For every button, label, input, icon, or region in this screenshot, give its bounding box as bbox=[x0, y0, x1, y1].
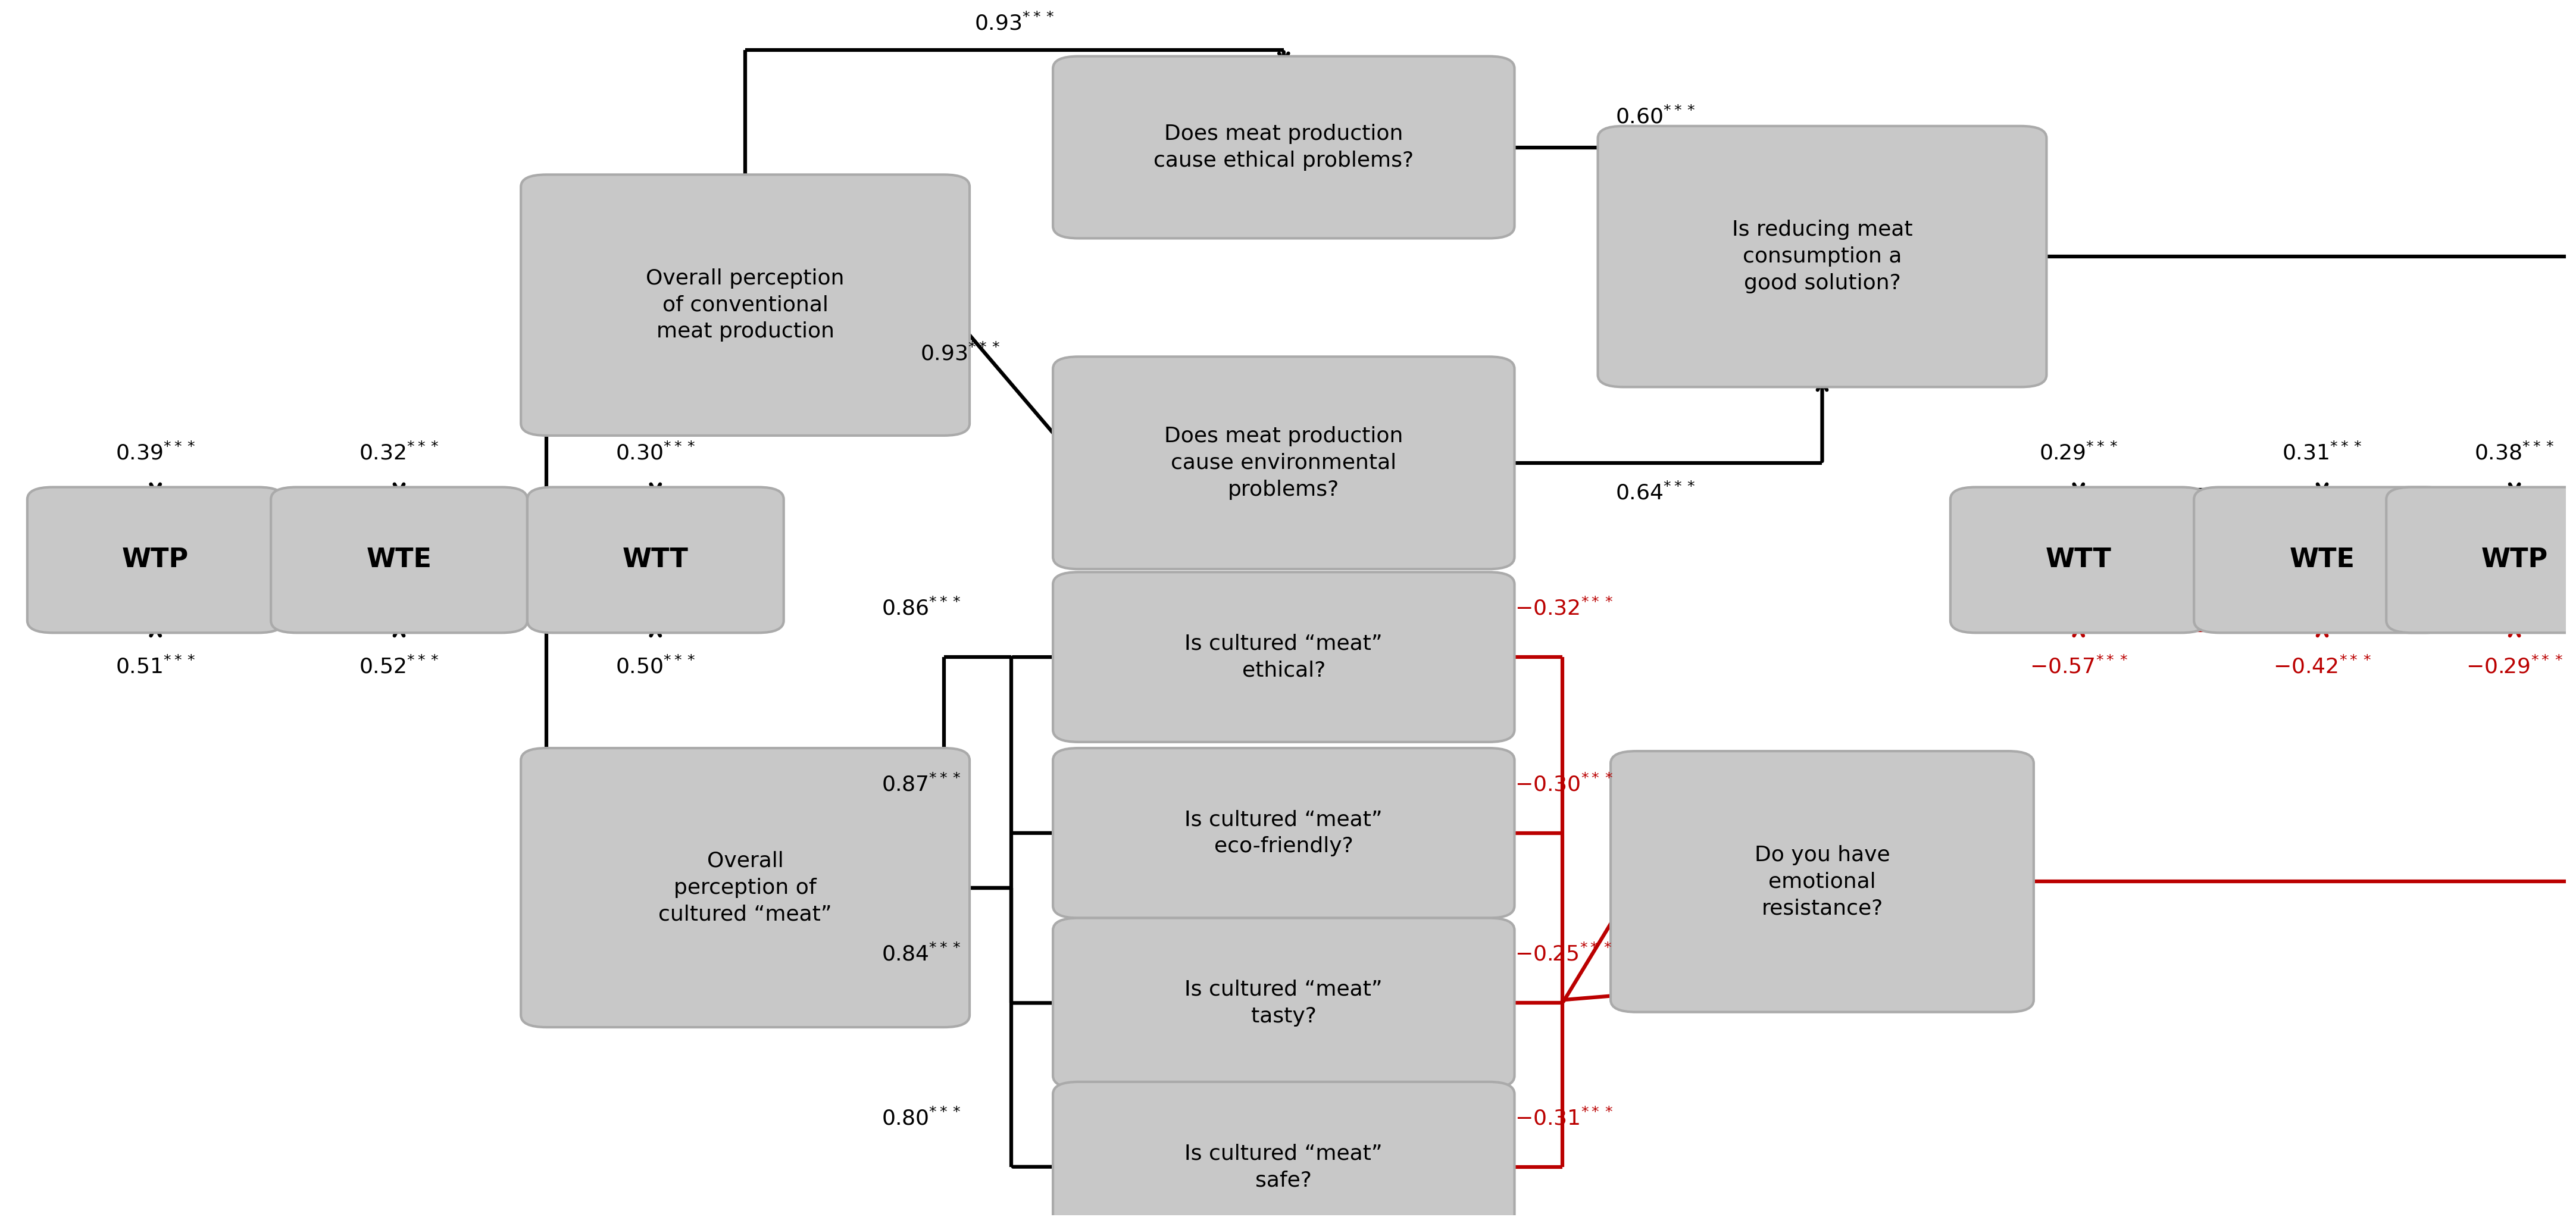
Text: Is cultured “meat”
tasty?: Is cultured “meat” tasty? bbox=[1185, 980, 1383, 1026]
Text: $0.80^{***}$: $0.80^{***}$ bbox=[881, 1107, 961, 1129]
Text: $-0.29^{***}$: $-0.29^{***}$ bbox=[2465, 656, 2563, 678]
Text: WTT: WTT bbox=[2045, 548, 2112, 573]
Text: WTE: WTE bbox=[366, 548, 433, 573]
FancyBboxPatch shape bbox=[520, 748, 969, 1027]
FancyBboxPatch shape bbox=[1054, 918, 1515, 1088]
Text: Is cultured “meat”
eco-friendly?: Is cultured “meat” eco-friendly? bbox=[1185, 809, 1383, 857]
Text: $-0.57^{***}$: $-0.57^{***}$ bbox=[2030, 656, 2128, 678]
Text: Does meat production
cause environmental
problems?: Does meat production cause environmental… bbox=[1164, 426, 1404, 500]
Text: $0.64^{***}$: $0.64^{***}$ bbox=[1615, 482, 1695, 504]
Text: WTP: WTP bbox=[121, 548, 188, 573]
FancyBboxPatch shape bbox=[1054, 572, 1515, 742]
FancyBboxPatch shape bbox=[28, 487, 283, 633]
FancyBboxPatch shape bbox=[2195, 487, 2450, 633]
Text: $-0.31^{***}$: $-0.31^{***}$ bbox=[1515, 1107, 1613, 1129]
FancyBboxPatch shape bbox=[528, 487, 783, 633]
Text: $0.39^{***}$: $0.39^{***}$ bbox=[116, 442, 196, 464]
Text: $0.50^{***}$: $0.50^{***}$ bbox=[616, 656, 696, 678]
Text: $0.87^{***}$: $0.87^{***}$ bbox=[881, 774, 961, 795]
Text: $0.60^{***}$: $0.60^{***}$ bbox=[1615, 106, 1695, 128]
Text: $-0.30^{***}$: $-0.30^{***}$ bbox=[1515, 774, 1613, 795]
Text: $-0.42^{***}$: $-0.42^{***}$ bbox=[2272, 656, 2372, 678]
Text: $-0.32^{***}$: $-0.32^{***}$ bbox=[1515, 598, 1613, 619]
FancyBboxPatch shape bbox=[270, 487, 528, 633]
Text: $0.32^{***}$: $0.32^{***}$ bbox=[358, 442, 438, 464]
Text: $0.93^{***}$: $0.93^{***}$ bbox=[974, 12, 1054, 34]
FancyBboxPatch shape bbox=[1054, 357, 1515, 570]
FancyBboxPatch shape bbox=[1610, 751, 2032, 1013]
Text: $0.30^{***}$: $0.30^{***}$ bbox=[616, 442, 696, 464]
Text: $0.52^{***}$: $0.52^{***}$ bbox=[358, 656, 438, 678]
Text: $0.93^{***}$: $0.93^{***}$ bbox=[920, 343, 999, 364]
Text: Is cultured “meat”
safe?: Is cultured “meat” safe? bbox=[1185, 1143, 1383, 1190]
Text: Does meat production
cause ethical problems?: Does meat production cause ethical probl… bbox=[1154, 124, 1414, 170]
Text: WTE: WTE bbox=[2290, 548, 2354, 573]
Text: $-0.25^{***}$: $-0.25^{***}$ bbox=[1515, 943, 1613, 965]
Text: $0.31^{***}$: $0.31^{***}$ bbox=[2282, 442, 2362, 464]
FancyBboxPatch shape bbox=[1054, 1082, 1515, 1217]
FancyBboxPatch shape bbox=[520, 174, 969, 436]
Text: $0.29^{***}$: $0.29^{***}$ bbox=[2040, 442, 2117, 464]
Text: Do you have
emotional
resistance?: Do you have emotional resistance? bbox=[1754, 845, 1891, 919]
Text: $0.51^{***}$: $0.51^{***}$ bbox=[116, 656, 196, 678]
FancyBboxPatch shape bbox=[2385, 487, 2576, 633]
FancyBboxPatch shape bbox=[1054, 56, 1515, 239]
FancyBboxPatch shape bbox=[1950, 487, 2208, 633]
Text: $0.84^{***}$: $0.84^{***}$ bbox=[881, 943, 961, 965]
FancyBboxPatch shape bbox=[1054, 748, 1515, 918]
Text: Overall perception
of conventional
meat production: Overall perception of conventional meat … bbox=[647, 268, 845, 342]
Text: Is cultured “meat”
ethical?: Is cultured “meat” ethical? bbox=[1185, 634, 1383, 680]
FancyBboxPatch shape bbox=[1597, 127, 2045, 387]
Text: $0.86^{***}$: $0.86^{***}$ bbox=[881, 598, 961, 619]
Text: $0.38^{***}$: $0.38^{***}$ bbox=[2476, 442, 2555, 464]
Text: Is reducing meat
consumption a
good solution?: Is reducing meat consumption a good solu… bbox=[1731, 220, 1911, 293]
Text: Overall
perception of
cultured “meat”: Overall perception of cultured “meat” bbox=[659, 851, 832, 925]
Text: WTP: WTP bbox=[2481, 548, 2548, 573]
Text: WTT: WTT bbox=[623, 548, 688, 573]
